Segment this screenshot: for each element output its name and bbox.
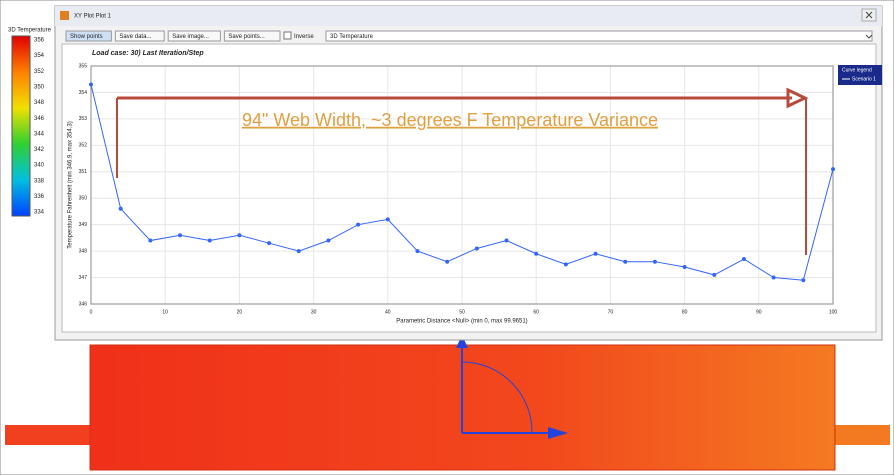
checkbox-label[interactable]: Inverse: [294, 34, 314, 40]
toolbar-button-label[interactable]: Save data...: [119, 34, 151, 40]
color-legend-title: 3D Temperature: [8, 28, 52, 34]
color-legend-label: 334: [34, 210, 45, 216]
color-bar: [12, 36, 30, 216]
data-point: [237, 233, 241, 237]
data-point: [267, 241, 271, 245]
x-tick-label: 80: [682, 309, 688, 315]
color-legend-label: 338: [34, 178, 45, 184]
y-tick-label: 348: [79, 248, 88, 254]
y-axis-label: Temperature Fahrenheit (min 346.9, max 3…: [68, 121, 74, 248]
data-point: [772, 276, 776, 280]
dropdown-value[interactable]: 3D Temperature: [330, 34, 374, 40]
title-bar: [55, 6, 882, 26]
y-tick-label: 351: [79, 169, 88, 175]
y-tick-label: 347: [79, 275, 88, 281]
x-tick-label: 100: [829, 309, 838, 315]
color-legend-label: 352: [34, 69, 45, 75]
color-legend-label: 348: [34, 100, 45, 106]
data-point: [208, 239, 212, 243]
data-point: [683, 265, 687, 269]
toolbar-button-label[interactable]: Show points: [70, 34, 103, 40]
color-legend-label: 342: [34, 147, 45, 153]
data-point: [534, 252, 538, 256]
data-point: [297, 249, 301, 253]
data-point: [415, 249, 419, 253]
color-legend-label: 336: [34, 194, 45, 200]
data-point: [326, 239, 330, 243]
y-tick-label: 346: [79, 301, 88, 307]
y-tick-label: 354: [79, 90, 88, 96]
data-point: [445, 260, 449, 264]
data-point: [356, 223, 360, 227]
x-tick-label: 40: [385, 309, 391, 315]
annotation: 94" Web Width, ~3 degrees F Temperature …: [242, 110, 658, 130]
legend-title: Curve legend: [842, 67, 872, 73]
color-legend-label: 354: [34, 53, 45, 59]
window-title: XY Plot Plot 1: [74, 14, 112, 20]
x-tick-label: 30: [311, 309, 317, 315]
data-point: [801, 278, 805, 282]
color-legend-label: 344: [34, 131, 45, 137]
data-point: [475, 246, 479, 250]
screen: 3D Temperature 356 354 352 350 348 346 344 342 3…: [0, 0, 894, 475]
x-tick-label: 50: [459, 309, 465, 315]
color-legend-label: 350: [34, 84, 45, 90]
toolbar-button-label[interactable]: Save image...: [172, 34, 209, 40]
chart-title: Load case: 30) Last Iteration/Step: [92, 50, 204, 57]
data-point: [148, 239, 152, 243]
data-point: [712, 273, 716, 277]
data-point: [742, 257, 746, 261]
y-tick-label: 352: [79, 143, 88, 149]
chart-area: [62, 44, 876, 332]
app-icon: [60, 11, 69, 20]
x-tick-label: 20: [237, 309, 243, 315]
x-tick-label: 60: [533, 309, 539, 315]
y-tick-label: 349: [79, 222, 88, 228]
checkbox[interactable]: [284, 32, 291, 39]
data-point: [89, 83, 93, 87]
data-point: [178, 233, 182, 237]
data-point: [623, 260, 627, 264]
data-point: [653, 260, 657, 264]
toolbar-button-label[interactable]: Save points...: [228, 34, 265, 40]
color-legend-label: 346: [34, 116, 45, 122]
data-point: [594, 252, 598, 256]
x-tick-label: 0: [90, 309, 93, 315]
y-tick-label: 355: [79, 63, 88, 69]
data-point: [119, 207, 123, 211]
data-point: [564, 262, 568, 266]
y-tick-label: 350: [79, 196, 88, 202]
y-tick-label: 353: [79, 116, 88, 122]
data-point: [505, 239, 509, 243]
x-tick-label: 90: [756, 309, 762, 315]
x-tick-label: 70: [608, 309, 614, 315]
data-point: [386, 217, 390, 221]
legend-entry: Scenario 1: [852, 76, 876, 82]
x-axis-label: Parametric Distance <Null> (min 0, max 9…: [396, 319, 527, 325]
color-legend-label: 356: [34, 38, 45, 44]
dropdown[interactable]: [326, 31, 872, 41]
x-tick-label: 10: [162, 309, 168, 315]
close-button[interactable]: [862, 9, 876, 21]
color-legend-label: 340: [34, 163, 45, 169]
data-point: [831, 167, 835, 171]
